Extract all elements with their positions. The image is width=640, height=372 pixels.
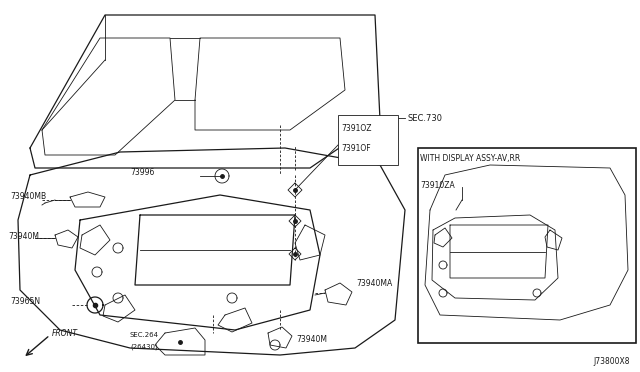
Text: 73940MB: 73940MB xyxy=(10,192,46,201)
Text: SEC.730: SEC.730 xyxy=(407,113,442,122)
Text: 7391OZ: 7391OZ xyxy=(341,124,371,132)
Text: SEC.264: SEC.264 xyxy=(130,332,159,338)
Text: 73910ZA: 73910ZA xyxy=(420,180,455,189)
Text: (26430): (26430) xyxy=(130,344,157,350)
Text: 73940MA: 73940MA xyxy=(356,279,392,289)
Bar xyxy=(338,115,398,165)
Bar xyxy=(418,148,636,343)
Text: 73940M: 73940M xyxy=(296,336,327,344)
Text: WITH DISPLAY ASSY-AV,RR: WITH DISPLAY ASSY-AV,RR xyxy=(420,154,520,163)
Text: 73940M: 73940M xyxy=(8,231,39,241)
Text: FRONT: FRONT xyxy=(52,328,78,337)
Text: 73965N: 73965N xyxy=(10,298,40,307)
Text: 7391OF: 7391OF xyxy=(341,144,371,153)
Text: J73800X8: J73800X8 xyxy=(593,357,630,366)
Text: 73996: 73996 xyxy=(131,167,155,176)
